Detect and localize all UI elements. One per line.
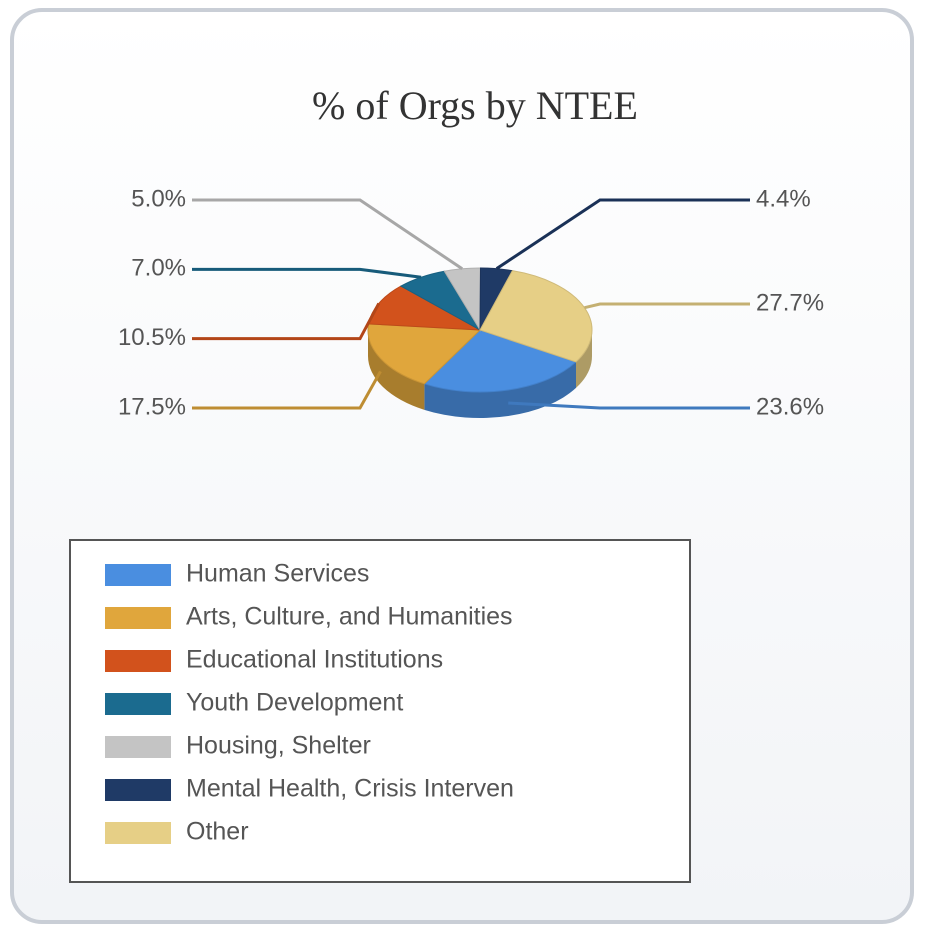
leader-line	[508, 401, 750, 410]
legend-label: Educational Institutions	[186, 646, 443, 674]
slice-side	[368, 330, 425, 410]
leader-line	[192, 198, 464, 271]
data-label: 4.4%	[756, 185, 811, 212]
leader-line	[495, 198, 750, 270]
slice-side	[576, 330, 592, 388]
leader-line	[584, 302, 750, 310]
data-label: 27.7%	[756, 289, 824, 316]
legend-swatch	[105, 607, 171, 629]
legend-label: Other	[186, 818, 249, 846]
legend-swatch	[105, 779, 171, 801]
data-label: 23.6%	[756, 393, 824, 420]
data-label: 7.0%	[131, 255, 186, 282]
data-label: 5.0%	[131, 185, 186, 212]
data-label: 17.5%	[118, 393, 186, 420]
legend-label: Mental Health, Crisis Interven	[186, 775, 514, 803]
chart-title: % of Orgs by NTEE	[312, 83, 638, 128]
legend-swatch	[105, 693, 171, 715]
legend-label: Youth Development	[186, 689, 403, 717]
slice	[423, 329, 577, 393]
legend-swatch	[105, 650, 171, 672]
slice	[367, 323, 482, 385]
legend-box	[69, 539, 691, 883]
legend-swatch	[105, 822, 171, 844]
leader-line	[192, 370, 382, 410]
legend-label: Arts, Culture, and Humanities	[186, 603, 513, 631]
data-label: 10.5%	[118, 324, 186, 351]
legend-swatch	[105, 736, 171, 758]
legend-label: Housing, Shelter	[186, 732, 371, 760]
leader-line	[192, 267, 422, 279]
slice	[479, 270, 593, 363]
legend-label: Human Services	[186, 560, 369, 588]
leader-line	[192, 302, 381, 341]
legend-swatch	[105, 564, 171, 586]
